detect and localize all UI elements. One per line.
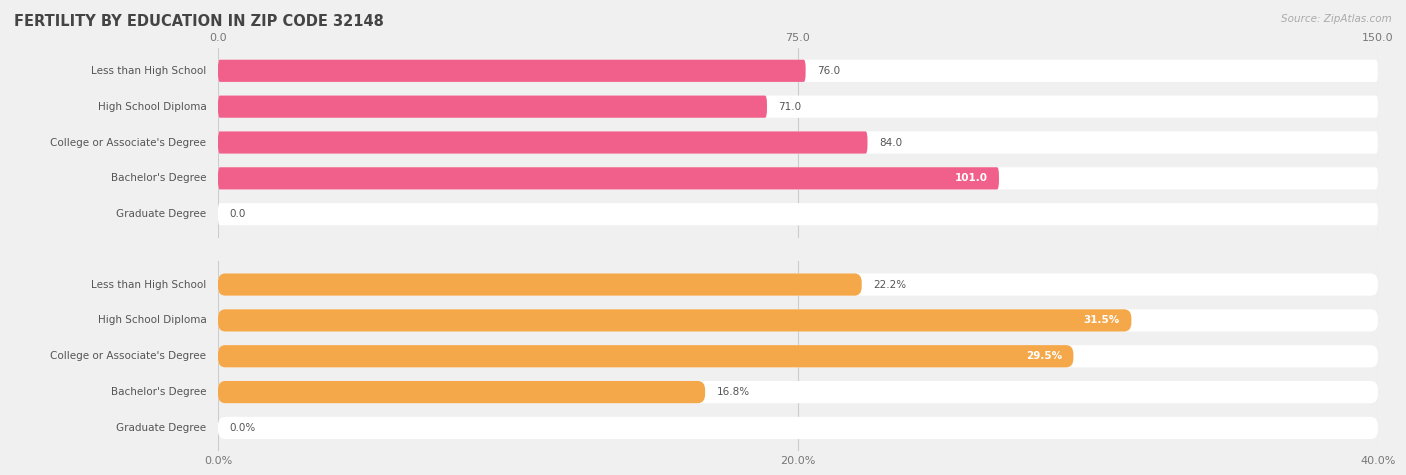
FancyBboxPatch shape	[218, 203, 1378, 225]
Text: High School Diploma: High School Diploma	[97, 315, 207, 325]
Text: Less than High School: Less than High School	[91, 280, 207, 290]
FancyBboxPatch shape	[218, 132, 868, 153]
Text: 76.0: 76.0	[817, 66, 841, 76]
FancyBboxPatch shape	[218, 381, 704, 403]
Text: College or Associate's Degree: College or Associate's Degree	[51, 351, 207, 361]
FancyBboxPatch shape	[218, 345, 1378, 367]
Text: 22.2%: 22.2%	[873, 280, 907, 290]
FancyBboxPatch shape	[218, 60, 1378, 82]
FancyBboxPatch shape	[218, 417, 1378, 439]
FancyBboxPatch shape	[218, 274, 1378, 295]
Text: 0.0%: 0.0%	[229, 423, 256, 433]
FancyBboxPatch shape	[218, 95, 1378, 118]
Text: Less than High School: Less than High School	[91, 66, 207, 76]
Text: Bachelor's Degree: Bachelor's Degree	[111, 387, 207, 397]
FancyBboxPatch shape	[218, 345, 1073, 367]
Text: 31.5%: 31.5%	[1084, 315, 1119, 325]
Text: 0.0: 0.0	[229, 209, 246, 219]
Text: 84.0: 84.0	[879, 137, 903, 148]
FancyBboxPatch shape	[218, 309, 1378, 332]
Text: Graduate Degree: Graduate Degree	[117, 209, 207, 219]
Text: Source: ZipAtlas.com: Source: ZipAtlas.com	[1281, 14, 1392, 24]
Text: College or Associate's Degree: College or Associate's Degree	[51, 137, 207, 148]
FancyBboxPatch shape	[218, 381, 1378, 403]
FancyBboxPatch shape	[218, 274, 862, 295]
FancyBboxPatch shape	[218, 60, 806, 82]
Text: Graduate Degree: Graduate Degree	[117, 423, 207, 433]
Text: Bachelor's Degree: Bachelor's Degree	[111, 173, 207, 183]
Text: 29.5%: 29.5%	[1025, 351, 1062, 361]
FancyBboxPatch shape	[218, 167, 1378, 190]
Text: FERTILITY BY EDUCATION IN ZIP CODE 32148: FERTILITY BY EDUCATION IN ZIP CODE 32148	[14, 14, 384, 29]
Text: 71.0: 71.0	[779, 102, 801, 112]
FancyBboxPatch shape	[218, 95, 768, 118]
Text: 16.8%: 16.8%	[717, 387, 749, 397]
FancyBboxPatch shape	[218, 132, 1378, 153]
Text: High School Diploma: High School Diploma	[97, 102, 207, 112]
FancyBboxPatch shape	[218, 167, 998, 190]
Text: 101.0: 101.0	[955, 173, 987, 183]
FancyBboxPatch shape	[218, 309, 1132, 332]
